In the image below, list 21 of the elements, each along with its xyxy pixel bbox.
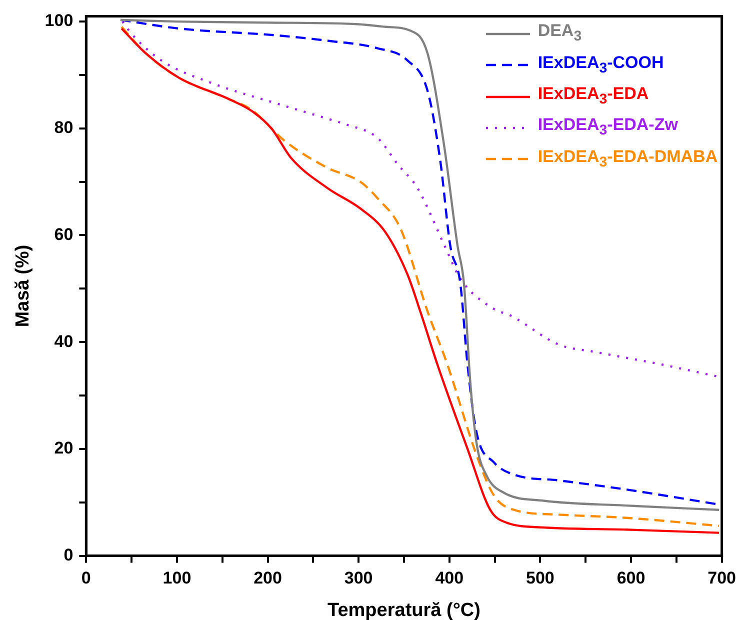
- y-axis-title: Masă (%): [12, 244, 34, 328]
- legend-label: IExDEA$_{3}$-COOH: [538, 52, 664, 78]
- x-tick-label: 0: [81, 568, 91, 588]
- x-tick-label: 400: [435, 568, 464, 588]
- x-tick-label: 200: [254, 568, 282, 588]
- x-tick-label: 500: [526, 568, 554, 588]
- legend-label: IExDEA$_{3}$-EDA-DMABA: [538, 146, 718, 172]
- legend-label: IExDEA$_{3}$-EDA-Zw: [538, 114, 678, 141]
- x-tick-label: 100: [162, 568, 192, 588]
- y-tick-label: 40: [54, 332, 74, 351]
- y-tick-label: 20: [54, 438, 74, 458]
- y-tick-label: 60: [54, 224, 74, 244]
- y-tick-label: 100: [44, 11, 74, 30]
- x-axis-title: Temperatură (°C): [328, 600, 480, 621]
- legend-label: IExDEA$_{3}$-EDA: [538, 82, 649, 110]
- y-tick-label: 80: [54, 118, 74, 138]
- x-tick-label: 700: [708, 568, 736, 588]
- legend-label: DEA$_{3}$: [538, 20, 582, 47]
- y-tick-label: 0: [64, 545, 74, 564]
- x-tick-label: 300: [344, 568, 373, 588]
- x-tick-label: 600: [616, 568, 646, 588]
